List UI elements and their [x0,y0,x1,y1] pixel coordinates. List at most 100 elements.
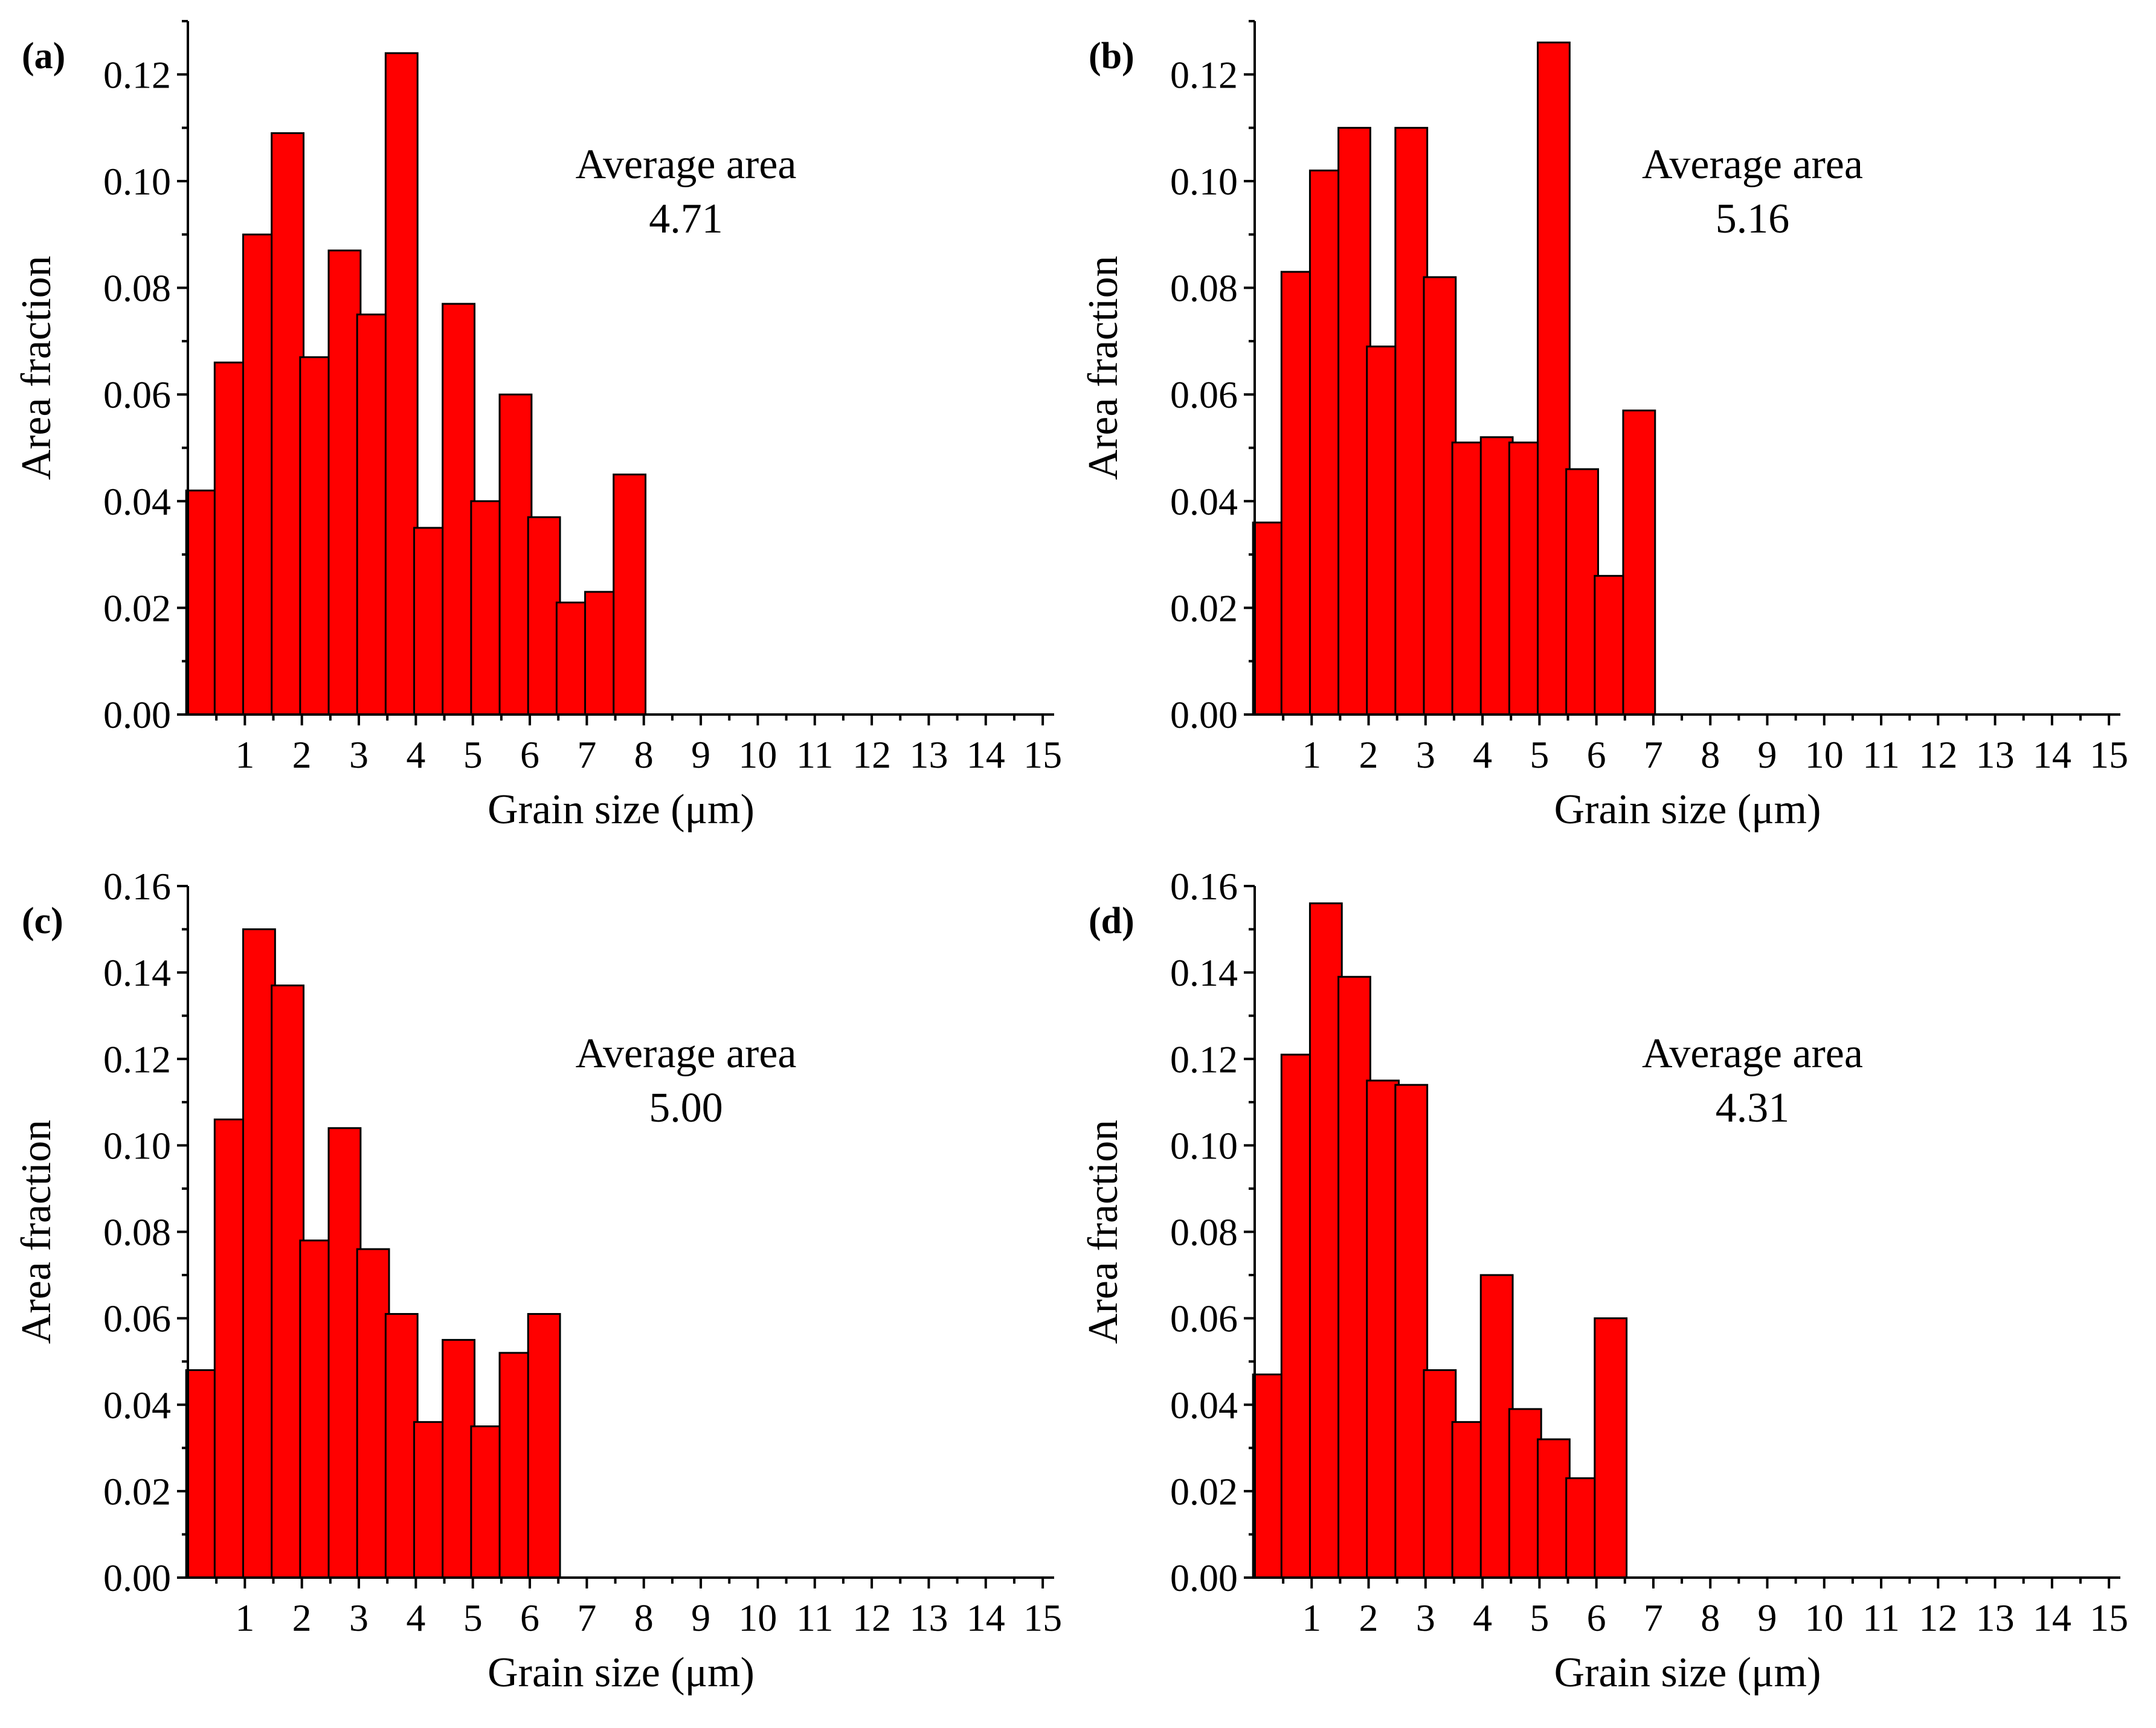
x-tick-label: 9 [1757,1596,1777,1639]
y-tick-label: 0.12 [1170,53,1238,96]
bar [1479,1274,1514,1579]
x-tick-label: 6 [520,733,539,776]
panel-label: (c) [22,901,63,942]
x-tick-label: 11 [1862,733,1900,776]
x-tick-label: 5 [1530,1596,1549,1639]
panel-c: (c) 0.00 0.02 0.04 0.06 0.08 0.10 0.12 0.14 0.16 1… [13,865,1062,1696]
bar [1537,41,1571,716]
x-tick-label: 7 [577,1596,596,1639]
bar [356,1248,390,1579]
bar [584,591,618,716]
bar [327,249,362,716]
x-tick-label: 10 [738,1596,777,1639]
x-tick-label: 5 [463,1596,483,1639]
bar [1280,271,1315,716]
y-axis-title: Area fraction [13,1120,60,1344]
bar [527,1312,561,1579]
bar [185,489,219,716]
bar [1280,1053,1315,1579]
y-tick-label: 0.10 [1170,1124,1238,1167]
y-tick-label: 0.12 [1170,1038,1238,1081]
x-tick-label: 4 [1473,1596,1492,1639]
x-axis-title: Grain size (μm) [488,786,755,833]
x-tick-label: 10 [1805,1596,1844,1639]
y-axis-title: Area fraction [1080,1120,1127,1344]
bar [1565,1477,1599,1579]
x-tick-label: 13 [1976,733,2015,776]
x-tick-label: 8 [634,733,654,776]
x-tick-label: 14 [2033,1596,2071,1639]
bar [1366,1079,1400,1579]
x-tick-label: 3 [1416,1596,1435,1639]
x-axis-title: Grain size (μm) [1554,786,1821,833]
panel-d: (d) 0.00 0.02 0.04 0.06 0.08 0.10 0.12 0.14 0.16 1… [1080,865,2128,1696]
bar [1366,345,1400,716]
bar [1479,436,1514,716]
y-tick-label: 0.14 [103,951,171,994]
bar [1308,169,1343,716]
bar [1394,127,1429,716]
x-axis-title: Grain size (μm) [1554,1649,1821,1696]
x-tick-label: 13 [909,733,948,776]
x-tick-label: 2 [1359,733,1379,776]
x-tick-label: 8 [634,1596,654,1639]
bar [1394,1084,1429,1579]
x-tick-label: 11 [796,1596,834,1639]
x-tick-label: 9 [691,733,710,776]
bar [242,233,276,716]
y-tick-label: 0.08 [1170,1211,1238,1254]
x-tick-label: 5 [1530,733,1549,776]
bar [271,132,305,716]
x-tick-label: 3 [349,733,368,776]
annotation-title: Average area [576,141,797,188]
bar [1508,442,1542,716]
y-tick-label: 0.06 [103,373,171,416]
y-tick-label: 0.02 [103,586,171,629]
x-tick-label: 12 [852,733,891,776]
x-tick-label: 1 [1302,1596,1321,1639]
x-tick-label: 4 [406,733,425,776]
bar [299,1239,333,1579]
bar [384,1312,419,1579]
x-tick-label: 6 [1587,733,1606,776]
y-tick-label: 0.10 [103,160,171,203]
x-tick-label: 1 [235,733,254,776]
bar [1537,1438,1571,1579]
bar [327,1127,362,1579]
bar [470,1425,504,1579]
x-tick-label: 13 [1976,1596,2015,1639]
x-tick-label: 6 [520,1596,539,1639]
x-tick-label: 10 [738,733,777,776]
annotation-value: 4.31 [1716,1085,1790,1131]
bar [271,984,305,1579]
y-tick-label: 0.14 [1170,951,1238,994]
bar [356,313,390,716]
annotation-title: Average area [1642,141,1863,188]
bar [1508,1408,1542,1579]
bar [1423,1369,1457,1579]
x-tick-label: 4 [406,1596,425,1639]
bar [498,393,533,716]
x-tick-label: 15 [1023,733,1062,776]
bar [1252,1373,1286,1579]
y-tick-label: 0.16 [1170,865,1238,908]
panel-label: (b) [1089,36,1134,77]
y-axis-title: Area fraction [1080,255,1127,480]
panel-label: (a) [22,36,65,77]
x-tick-label: 12 [1919,733,1957,776]
y-tick-label: 0.00 [1170,1556,1238,1599]
x-tick-label: 14 [967,1596,1005,1639]
y-tick-label: 0.16 [103,865,171,908]
bar [1252,521,1286,716]
x-tick-label: 12 [1919,1596,1957,1639]
y-tick-label: 0.10 [1170,160,1238,203]
y-tick-label: 0.00 [103,1556,171,1599]
bar [527,516,561,716]
y-tick-label: 0.10 [103,1124,171,1167]
panel-label: (d) [1089,901,1134,942]
bar [613,474,647,716]
y-tick-label: 0.08 [1170,267,1238,310]
annotation-title: Average area [1642,1030,1863,1077]
bar [1451,442,1485,716]
